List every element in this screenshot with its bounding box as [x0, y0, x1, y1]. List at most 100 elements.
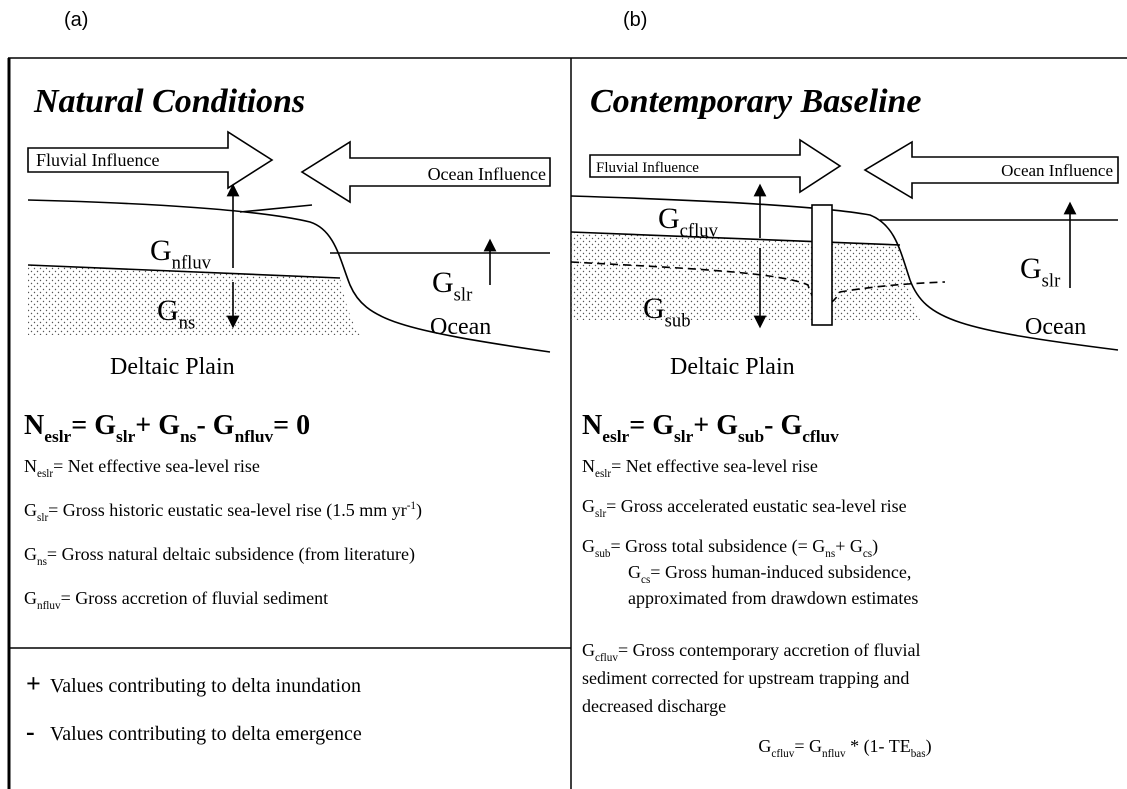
subscript: cs — [863, 548, 872, 560]
legend-text: Values contributing to delta emergence — [50, 723, 362, 745]
symbol: N — [582, 456, 595, 476]
subscript: slr — [1042, 270, 1061, 291]
panel-title: Natural Conditions — [33, 83, 305, 120]
symbol: G — [24, 500, 37, 520]
subscript: slr — [674, 427, 694, 446]
text-run: * (1- TE — [846, 736, 911, 757]
subscript: slr — [37, 512, 48, 524]
subscript: cfluv — [595, 652, 618, 664]
symbol: N — [24, 410, 44, 441]
symbol: G — [658, 202, 680, 235]
term-label: Gslr — [432, 266, 473, 305]
subscript: nfluv — [235, 427, 274, 446]
symbol: N — [582, 410, 602, 441]
plain-label: Deltaic Plain — [110, 354, 235, 380]
ocean-label: Ocean — [430, 314, 491, 340]
arrow-label: Fluvial Influence — [36, 150, 159, 170]
definition: sediment corrected for upstream trapping… — [582, 668, 909, 688]
subscript: ns — [825, 548, 835, 560]
subscript: cfluv — [802, 427, 839, 446]
definition: Neslr= Net effective sea-level rise — [582, 456, 818, 480]
subscript: slr — [595, 508, 606, 520]
subscript: slr — [116, 427, 136, 446]
symbol: G — [780, 410, 802, 441]
term-label: Gnfluv — [150, 234, 212, 273]
subscript: eslr — [602, 427, 629, 446]
symbol: G — [628, 562, 641, 582]
symbol: G — [643, 292, 665, 325]
arrow-label: Ocean Influence — [1001, 161, 1113, 180]
subscript: ns — [180, 427, 197, 446]
subscript: cfluv — [771, 748, 794, 760]
legend-symbol: + — [26, 669, 41, 698]
symbol: G — [582, 640, 595, 660]
text-run: = Gross natural deltaic subsidence (from… — [47, 544, 415, 565]
text-run: + — [835, 536, 850, 556]
text-run: = — [71, 410, 94, 441]
subscript: nfluv — [37, 600, 61, 612]
text-run: = Net effective sea-level rise — [53, 456, 260, 476]
definition: Gslr= Gross historic eustatic sea-level … — [24, 500, 422, 524]
definition: Gcs= Gross human-induced subsidence, — [628, 562, 911, 586]
text-run: ) — [872, 536, 878, 557]
definition: Neslr= Net effective sea-level rise — [24, 456, 260, 480]
symbol: G — [158, 410, 180, 441]
text-run: - — [764, 410, 780, 441]
subscript: eslr — [37, 468, 53, 480]
text-run: = Net effective sea-level rise — [611, 456, 818, 476]
symbol: G — [150, 234, 172, 267]
text-run: = Gross human-induced subsidence, — [650, 562, 911, 582]
arrow-label: Ocean Influence — [428, 164, 546, 184]
text-run: = Gross historic eustatic sea-level rise… — [48, 500, 407, 521]
definition: Gnfluv= Gross accretion of fluvial sedim… — [24, 588, 328, 612]
definition: decreased discharge — [582, 696, 726, 716]
definition: approximated from drawdown estimates — [628, 588, 918, 608]
text-run: sediment corrected for upstream trapping… — [582, 668, 909, 688]
text-run: ) — [416, 500, 422, 521]
symbol: G — [809, 736, 822, 756]
text-run: decreased discharge — [582, 696, 726, 716]
text-run: approximated from drawdown estimates — [628, 588, 918, 608]
symbol: G — [812, 536, 825, 556]
superscript: -1 — [407, 500, 416, 512]
term-label: Gslr — [1020, 252, 1061, 291]
subscript: nfluv — [172, 252, 212, 273]
subscript: sub — [738, 427, 764, 446]
legend-text: Values contributing to delta inundation — [50, 675, 361, 697]
text-run: = Gross contemporary accretion of fluvia… — [618, 640, 921, 660]
text-run: ) — [926, 736, 932, 757]
text-run: = 0 — [273, 410, 310, 441]
plain-label: Deltaic Plain — [670, 354, 795, 380]
symbol: G — [432, 266, 454, 299]
text-run: = Gross accretion of fluvial sediment — [61, 588, 329, 608]
definition: Gcfluv= Gnfluv * (1- TEbas) — [758, 736, 931, 760]
subscript: sub — [665, 310, 691, 331]
panel-title: Contemporary Baseline — [590, 83, 922, 120]
definition: Gsub= Gross total subsidence (= Gns+ Gcs… — [582, 536, 878, 560]
subscript: nfluv — [822, 748, 846, 760]
text-run: = — [794, 736, 809, 756]
symbol: G — [582, 496, 595, 516]
equation: Neslr= Gslr+ Gns- Gnfluv= 0 — [24, 410, 310, 446]
symbol: G — [716, 410, 738, 441]
symbol: G — [94, 410, 116, 441]
text-run: + — [135, 410, 158, 441]
subscript: ns — [37, 556, 47, 568]
panel-label: (a) — [64, 9, 88, 31]
symbol: G — [582, 536, 595, 556]
text-run: + — [693, 410, 716, 441]
text-run: - — [196, 410, 212, 441]
definition: Gslr= Gross accelerated eustatic sea-lev… — [582, 496, 907, 520]
text-run: = Gross total subsidence (= — [611, 536, 813, 557]
ocean-label: Ocean — [1025, 314, 1086, 340]
subscript: cfluv — [680, 220, 719, 241]
equation: Neslr= Gslr+ Gsub- Gcfluv — [582, 410, 839, 446]
subscript: eslr — [44, 427, 71, 446]
symbol: N — [24, 456, 37, 476]
text-run: = Gross accelerated eustatic sea-level r… — [606, 496, 907, 516]
symbol: G — [157, 294, 179, 327]
page: (a) (b) Natural ConditionsFluvial Influe… — [0, 0, 1127, 789]
symbol: G — [758, 736, 771, 756]
subscript: bas — [911, 748, 926, 760]
arrow-label: Fluvial Influence — [596, 160, 699, 176]
